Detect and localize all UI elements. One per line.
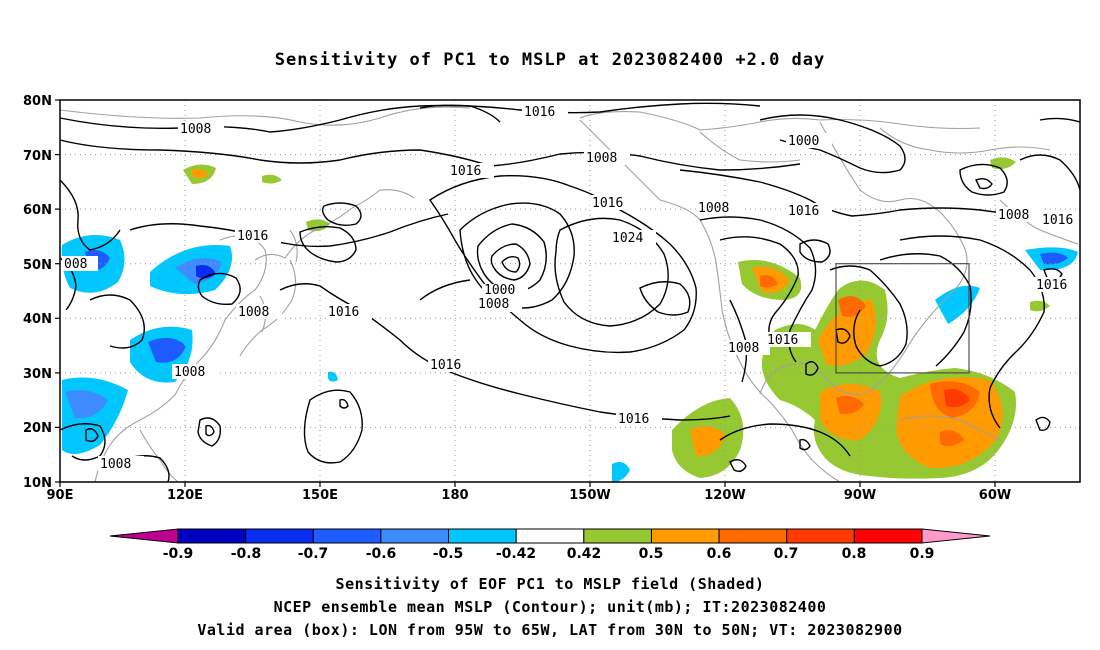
shade-neg-6-core <box>1040 252 1068 265</box>
colorbar-label: 0.6 <box>707 546 732 562</box>
colorbar-box <box>448 528 517 544</box>
shade-neg-3-core <box>148 337 186 363</box>
colorbar-label: -0.7 <box>298 546 329 562</box>
contour-label: 1000 <box>788 134 819 149</box>
shade-pos-7-core <box>690 426 726 457</box>
axis-ticks <box>55 99 996 487</box>
colorbar-label: -0.8 <box>231 546 262 562</box>
contour-label: 1016 <box>788 204 819 219</box>
contour-label: 1008 <box>478 297 509 312</box>
colorbar-box <box>312 528 382 544</box>
shade-pos-6-core <box>760 275 778 288</box>
lon-label: 90E <box>47 488 74 503</box>
colorbar-box <box>650 528 720 544</box>
lat-label: 20N <box>23 421 52 436</box>
colorbar-box <box>786 528 855 544</box>
contour-label: 1008 <box>728 341 759 356</box>
latitude-axis: 80N 70N 60N 50N 40N 30N 20N 10N <box>23 94 52 491</box>
colorbar-box <box>515 528 585 544</box>
colorbar-low-arrow <box>109 528 179 544</box>
colorbar-boxes <box>177 528 923 544</box>
colorbar-box <box>245 528 314 544</box>
contour-label: 1016 <box>618 412 649 427</box>
contour-labels: 1008 1016 1016 1008 1016 1000 1016 1008 … <box>62 104 1080 472</box>
lon-label: 120W <box>704 488 745 503</box>
contour-label: 008 <box>64 257 87 272</box>
shade-pos-8-b-core <box>836 396 864 415</box>
shade-neg-7 <box>612 462 630 482</box>
lon-label: 180 <box>441 488 468 503</box>
contour-label: 1016 <box>524 105 555 120</box>
shade-pos-2 <box>262 174 282 184</box>
contour-label: 1016 <box>767 333 798 348</box>
contour-label: 1008 <box>998 208 1029 223</box>
lat-label: 40N <box>23 312 52 327</box>
colorbar-label: 0.9 <box>910 546 935 562</box>
footer-line-3: Valid area (box): LON from 95W to 65W, L… <box>197 621 903 639</box>
shade-pos-5 <box>1030 300 1050 312</box>
valid-area-box <box>835 263 970 374</box>
lat-label: 10N <box>23 476 52 491</box>
colorbar-label: 0.5 <box>639 546 664 562</box>
colorbar-label: -0.9 <box>163 546 194 562</box>
colorbar-box <box>718 528 788 544</box>
lat-label: 70N <box>23 149 52 164</box>
colorbar-label: -0.5 <box>433 546 464 562</box>
colorbar: -0.9 -0.8 -0.7 -0.6 -0.5 -0.42 0.42 0.5 … <box>109 528 991 562</box>
map-frame <box>59 99 1081 483</box>
colorbar-box <box>380 528 450 544</box>
shade-neg-4-core <box>65 390 108 419</box>
colorbar-label: 0.42 <box>567 546 602 562</box>
contour-label: 1000 <box>484 283 515 298</box>
lon-label: 60W <box>979 488 1011 503</box>
contour-label: 1016 <box>1042 213 1073 228</box>
contour-label: 1016 <box>237 229 268 244</box>
plot-title: Sensitivity of PC1 to MSLP at 2023082400… <box>274 50 826 70</box>
lat-label: 30N <box>23 367 52 382</box>
colorbar-label: -0.42 <box>496 546 536 562</box>
contour-label: 1008 <box>586 151 617 166</box>
contour-label: 1008 <box>698 201 729 216</box>
footer-line-1: Sensitivity of EOF PC1 to MSLP field (Sh… <box>335 575 765 593</box>
contour-label: 1008 <box>174 365 205 380</box>
lat-label: 50N <box>23 258 52 273</box>
lon-label: 120E <box>167 488 203 503</box>
colorbar-high-arrow <box>921 528 991 544</box>
contour-label: 1016 <box>1036 278 1067 293</box>
shade-pos-8-c-core <box>944 389 970 408</box>
contour-label: 1008 <box>100 457 131 472</box>
colorbar-label: -0.6 <box>366 546 397 562</box>
shade-pos-1-core <box>192 168 208 178</box>
shaded-regions <box>61 157 1078 482</box>
contour-label: 1008 <box>180 122 211 137</box>
contour-label: 1016 <box>430 358 461 373</box>
shade-pos-8-a <box>818 300 876 366</box>
lat-label: 60N <box>23 203 52 218</box>
lon-label: 150E <box>302 488 338 503</box>
contour-label: 1024 <box>612 231 643 246</box>
colorbar-label: 0.8 <box>842 546 867 562</box>
lon-label: 90W <box>844 488 876 503</box>
contour-label: 1016 <box>450 164 481 179</box>
contour-label: 1016 <box>328 305 359 320</box>
colorbar-box <box>853 528 923 544</box>
lon-label: 150W <box>569 488 610 503</box>
lat-label: 80N <box>23 94 52 109</box>
colorbar-labels: -0.9 -0.8 -0.7 -0.6 -0.5 -0.42 0.42 0.5 … <box>163 546 935 562</box>
contour-label: 1008 <box>238 305 269 320</box>
contour-label: 1016 <box>592 196 623 211</box>
colorbar-box <box>177 528 247 544</box>
shade-neg-8 <box>328 371 338 382</box>
longitude-axis: 90E 120E 150E 180 150W 120W 90W 60W <box>47 488 1012 503</box>
colorbar-box <box>583 528 652 544</box>
shade-pos-8-d <box>940 430 964 447</box>
mslp-contours <box>59 102 1081 483</box>
colorbar-label: 0.7 <box>774 546 799 562</box>
footer-line-2: NCEP ensemble mean MSLP (Contour); unit(… <box>273 598 827 616</box>
